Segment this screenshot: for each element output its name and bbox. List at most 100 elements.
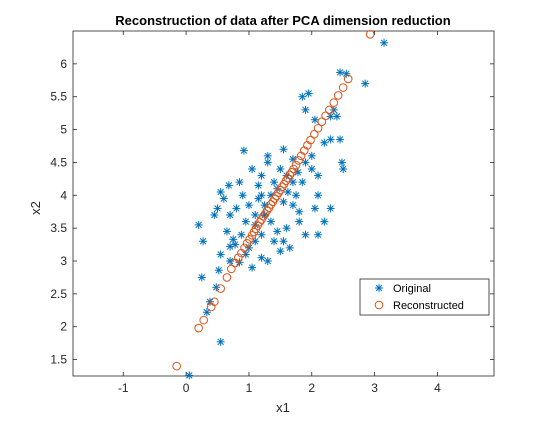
original-point	[304, 89, 313, 98]
original-point	[216, 250, 225, 259]
original-point	[197, 273, 206, 282]
reconstructed-point	[325, 105, 334, 115]
y-tick-label: 2	[60, 320, 67, 334]
original-point	[257, 171, 266, 180]
original-point	[307, 165, 316, 173]
original-point	[301, 230, 310, 239]
original-point	[202, 308, 211, 317]
original-point	[248, 165, 257, 173]
original-point	[270, 178, 279, 187]
original-point	[288, 155, 297, 164]
original-point	[205, 297, 214, 306]
reconstructed-point	[194, 323, 203, 333]
original-point	[244, 243, 253, 252]
original-point	[314, 191, 323, 200]
reconstructed-point	[255, 217, 264, 227]
original-point	[361, 79, 370, 88]
reconstructed-point	[281, 176, 291, 186]
original-point	[329, 105, 338, 114]
reconstructed-point	[199, 315, 208, 325]
original-point	[199, 237, 208, 246]
reconstructed-point	[274, 188, 283, 197]
y-tick-label: 4.5	[50, 155, 67, 169]
legend-label-reconstructed: Reconstructed	[393, 300, 464, 312]
legend-asterisk-icon	[375, 284, 383, 292]
original-point	[307, 151, 316, 160]
original-point	[380, 38, 389, 47]
original-point	[320, 138, 329, 147]
original-point	[237, 230, 246, 239]
original-point	[279, 197, 288, 206]
original-point	[251, 211, 260, 219]
legend-label-original: Original	[393, 283, 431, 295]
reconstructed-point	[210, 297, 219, 307]
original-point	[295, 207, 304, 216]
y-tick-label: 2.5	[50, 287, 67, 301]
original-point	[216, 188, 225, 196]
original-point	[337, 158, 346, 167]
original-point	[336, 135, 345, 144]
legend-circle-icon	[374, 300, 384, 310]
reconstructed-point	[343, 74, 353, 84]
original-point	[276, 247, 285, 256]
original-point	[248, 263, 257, 272]
original-point	[239, 146, 248, 155]
original-point	[298, 92, 307, 101]
original-point	[219, 194, 228, 203]
original-point	[326, 135, 335, 144]
original-point	[314, 230, 323, 239]
original-point	[288, 178, 297, 187]
original-point	[216, 337, 225, 346]
original-point	[270, 237, 279, 246]
reconstructed-point	[329, 98, 339, 107]
original-point	[226, 257, 235, 265]
original-point	[214, 266, 223, 275]
original-point	[210, 211, 219, 219]
x-tick-label: 2	[308, 381, 315, 395]
original-point	[224, 181, 233, 190]
x-tick-label: 0	[183, 381, 190, 395]
original-point	[326, 204, 335, 213]
original-point	[241, 217, 250, 226]
original-point	[298, 178, 307, 187]
original-point	[279, 145, 288, 154]
original-point	[266, 217, 275, 226]
x-axis-label: x1	[276, 400, 290, 415]
original-point	[244, 201, 253, 210]
reconstructed-point	[365, 29, 375, 39]
original-point	[185, 371, 194, 380]
original-point	[273, 227, 282, 236]
original-point	[263, 151, 272, 160]
original-point	[288, 201, 297, 210]
axis-ticks: -1 0 1 2 3 4 1.5 2 2.5 3 3.5 4 4.5 5 5.5 6	[50, 31, 494, 395]
reconstructed-point	[227, 264, 236, 274]
reconstructed-point	[216, 284, 225, 293]
original-point	[232, 204, 241, 213]
original-point	[222, 227, 231, 236]
original-point	[301, 105, 310, 114]
reconstructed-point	[233, 253, 243, 263]
original-point	[310, 204, 319, 213]
reconstructed-point	[285, 170, 295, 180]
original-point	[263, 257, 272, 265]
reconstructed-point	[277, 182, 287, 192]
original-point	[292, 191, 301, 200]
y-tick-label: 1.5	[50, 353, 67, 367]
reconstructed-point	[259, 212, 268, 221]
original-point	[238, 191, 247, 200]
reconstructed-point	[338, 83, 348, 92]
y-tick-label: 3.5	[50, 221, 67, 235]
original-point	[257, 230, 266, 239]
original-point	[339, 165, 348, 173]
y-axis-label: x2	[28, 201, 43, 215]
reconstructed-point	[240, 243, 249, 253]
y-tick-label: 4	[60, 188, 67, 202]
original-point	[231, 240, 240, 249]
original-point	[342, 69, 351, 78]
legend-marker-original	[375, 284, 383, 292]
reconstructed-point	[262, 206, 272, 215]
chart-title: Reconstruction of data after PCA dimensi…	[115, 13, 450, 28]
reconstructed-point	[294, 156, 303, 165]
reconstructed-point	[222, 273, 232, 282]
